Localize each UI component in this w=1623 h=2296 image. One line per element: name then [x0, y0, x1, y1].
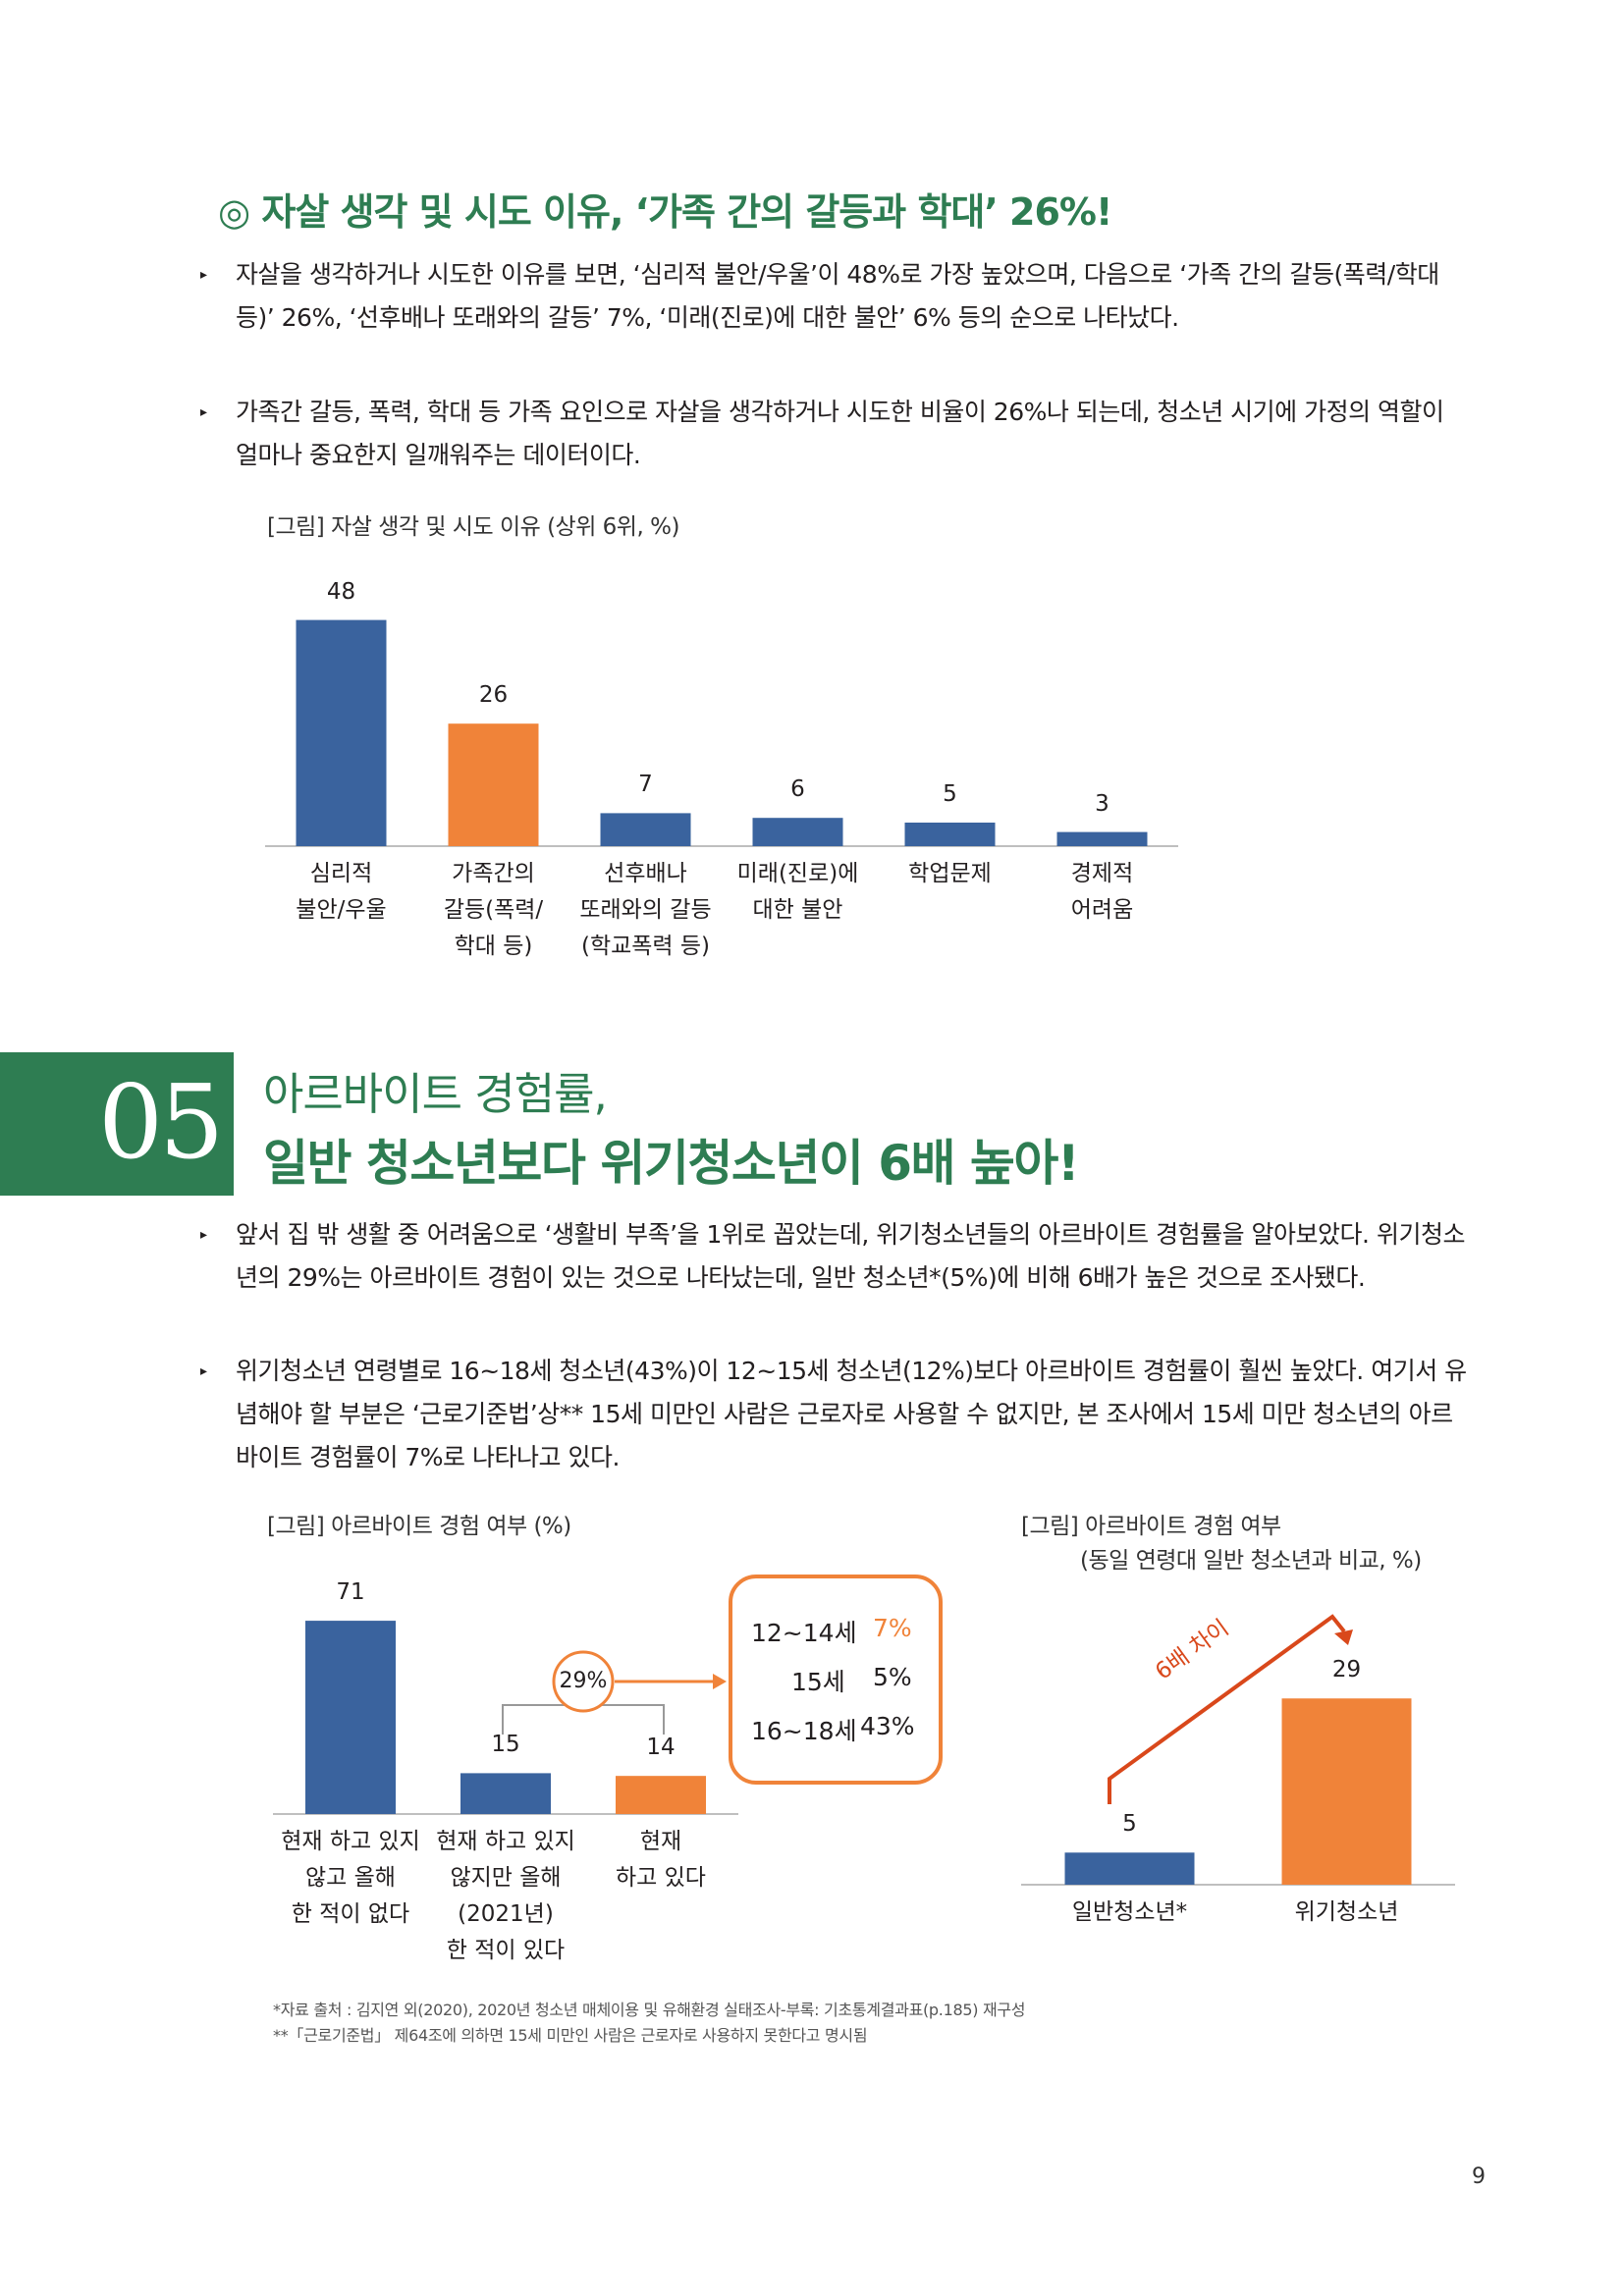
- diff-arrow-line: [1108, 1614, 1346, 1804]
- bullet-icon: ▸: [200, 1227, 207, 1243]
- paragraph-family: ▸ 가족간 갈등, 폭력, 학대 등 가족 요인으로 자살을 생각하거나 시도한…: [200, 391, 1473, 477]
- callout-value-2: 5%: [873, 1663, 912, 1691]
- callout-value-3: 43%: [860, 1712, 915, 1740]
- figure-caption-1: [그림] 자살 생각 및 시도 이유 (상위 6위, %): [267, 514, 679, 540]
- paragraph-text: 앞서 집 밖 생활 중 어려움으로 ‘생활비 부족’을 1위로 꼽았는데, 위기…: [236, 1220, 1465, 1292]
- paragraph-age: ▸ 위기청소년 연령별로 16~18세 청소년(43%)이 12~15세 청소년…: [200, 1350, 1473, 1479]
- paragraph-reasons: ▸ 자살을 생각하거나 시도한 이유를 보면, ‘심리적 불안/우울’이 48%…: [200, 253, 1473, 340]
- diff-arrow-head-icon: [1334, 1629, 1353, 1645]
- bubble-label: 29%: [559, 1669, 608, 1693]
- callout-age-3: 16~18세: [751, 1717, 857, 1745]
- paragraph-text: 가족간 갈등, 폭력, 학대 등 가족 요인으로 자살을 생각하거나 시도한 비…: [236, 398, 1444, 469]
- section-number-box: [0, 1052, 234, 1196]
- bubble-circle: [552, 1650, 615, 1713]
- bullet-icon: ▸: [200, 267, 207, 283]
- page-number: 9: [1472, 2164, 1486, 2189]
- callout-value-1: 7%: [873, 1614, 912, 1642]
- bullet-icon: ▸: [200, 404, 207, 420]
- section-heading: ◎ 자살 생각 및 시도 이유, ‘가족 간의 갈등과 학대’ 26%!: [218, 190, 1112, 234]
- section-title-line2: 일반 청소년보다 위기청소년이 6배 높아!: [263, 1135, 1080, 1192]
- section-number: 05: [98, 1062, 224, 1182]
- age-callout-box: [729, 1575, 943, 1785]
- footnote-source: *자료 출처 : 김지연 외(2020), 2020년 청소년 매체이용 및 유…: [273, 2001, 1026, 2019]
- section-title-line1: 아르바이트 경험률,: [263, 1068, 608, 1120]
- callout-age-2: 15세: [791, 1668, 845, 1696]
- arrow-head-icon: [713, 1674, 727, 1689]
- footnote-law: **「근로기준법」 제64조에 의하면 15세 미만인 사람은 근로자로 사용하…: [273, 2026, 868, 2045]
- figure-caption-2: [그림] 아르바이트 경험 여부 (%): [267, 1514, 571, 1539]
- paragraph-text: 자살을 생각하거나 시도한 이유를 보면, ‘심리적 불안/우울’이 48%로 …: [236, 260, 1439, 332]
- figure-caption-3-line2: (동일 연령대 일반 청소년과 비교, %): [1080, 1548, 1422, 1574]
- figure-caption-3-line1: [그림] 아르바이트 경험 여부: [1021, 1514, 1281, 1539]
- bullet-icon: ▸: [200, 1363, 207, 1379]
- callout-age-1: 12~14세: [751, 1619, 857, 1647]
- paragraph-parttime: ▸ 앞서 집 밖 생활 중 어려움으로 ‘생활비 부족’을 1위로 꼽았는데, …: [200, 1213, 1473, 1300]
- paragraph-text: 위기청소년 연령별로 16~18세 청소년(43%)이 12~15세 청소년(1…: [236, 1357, 1467, 1471]
